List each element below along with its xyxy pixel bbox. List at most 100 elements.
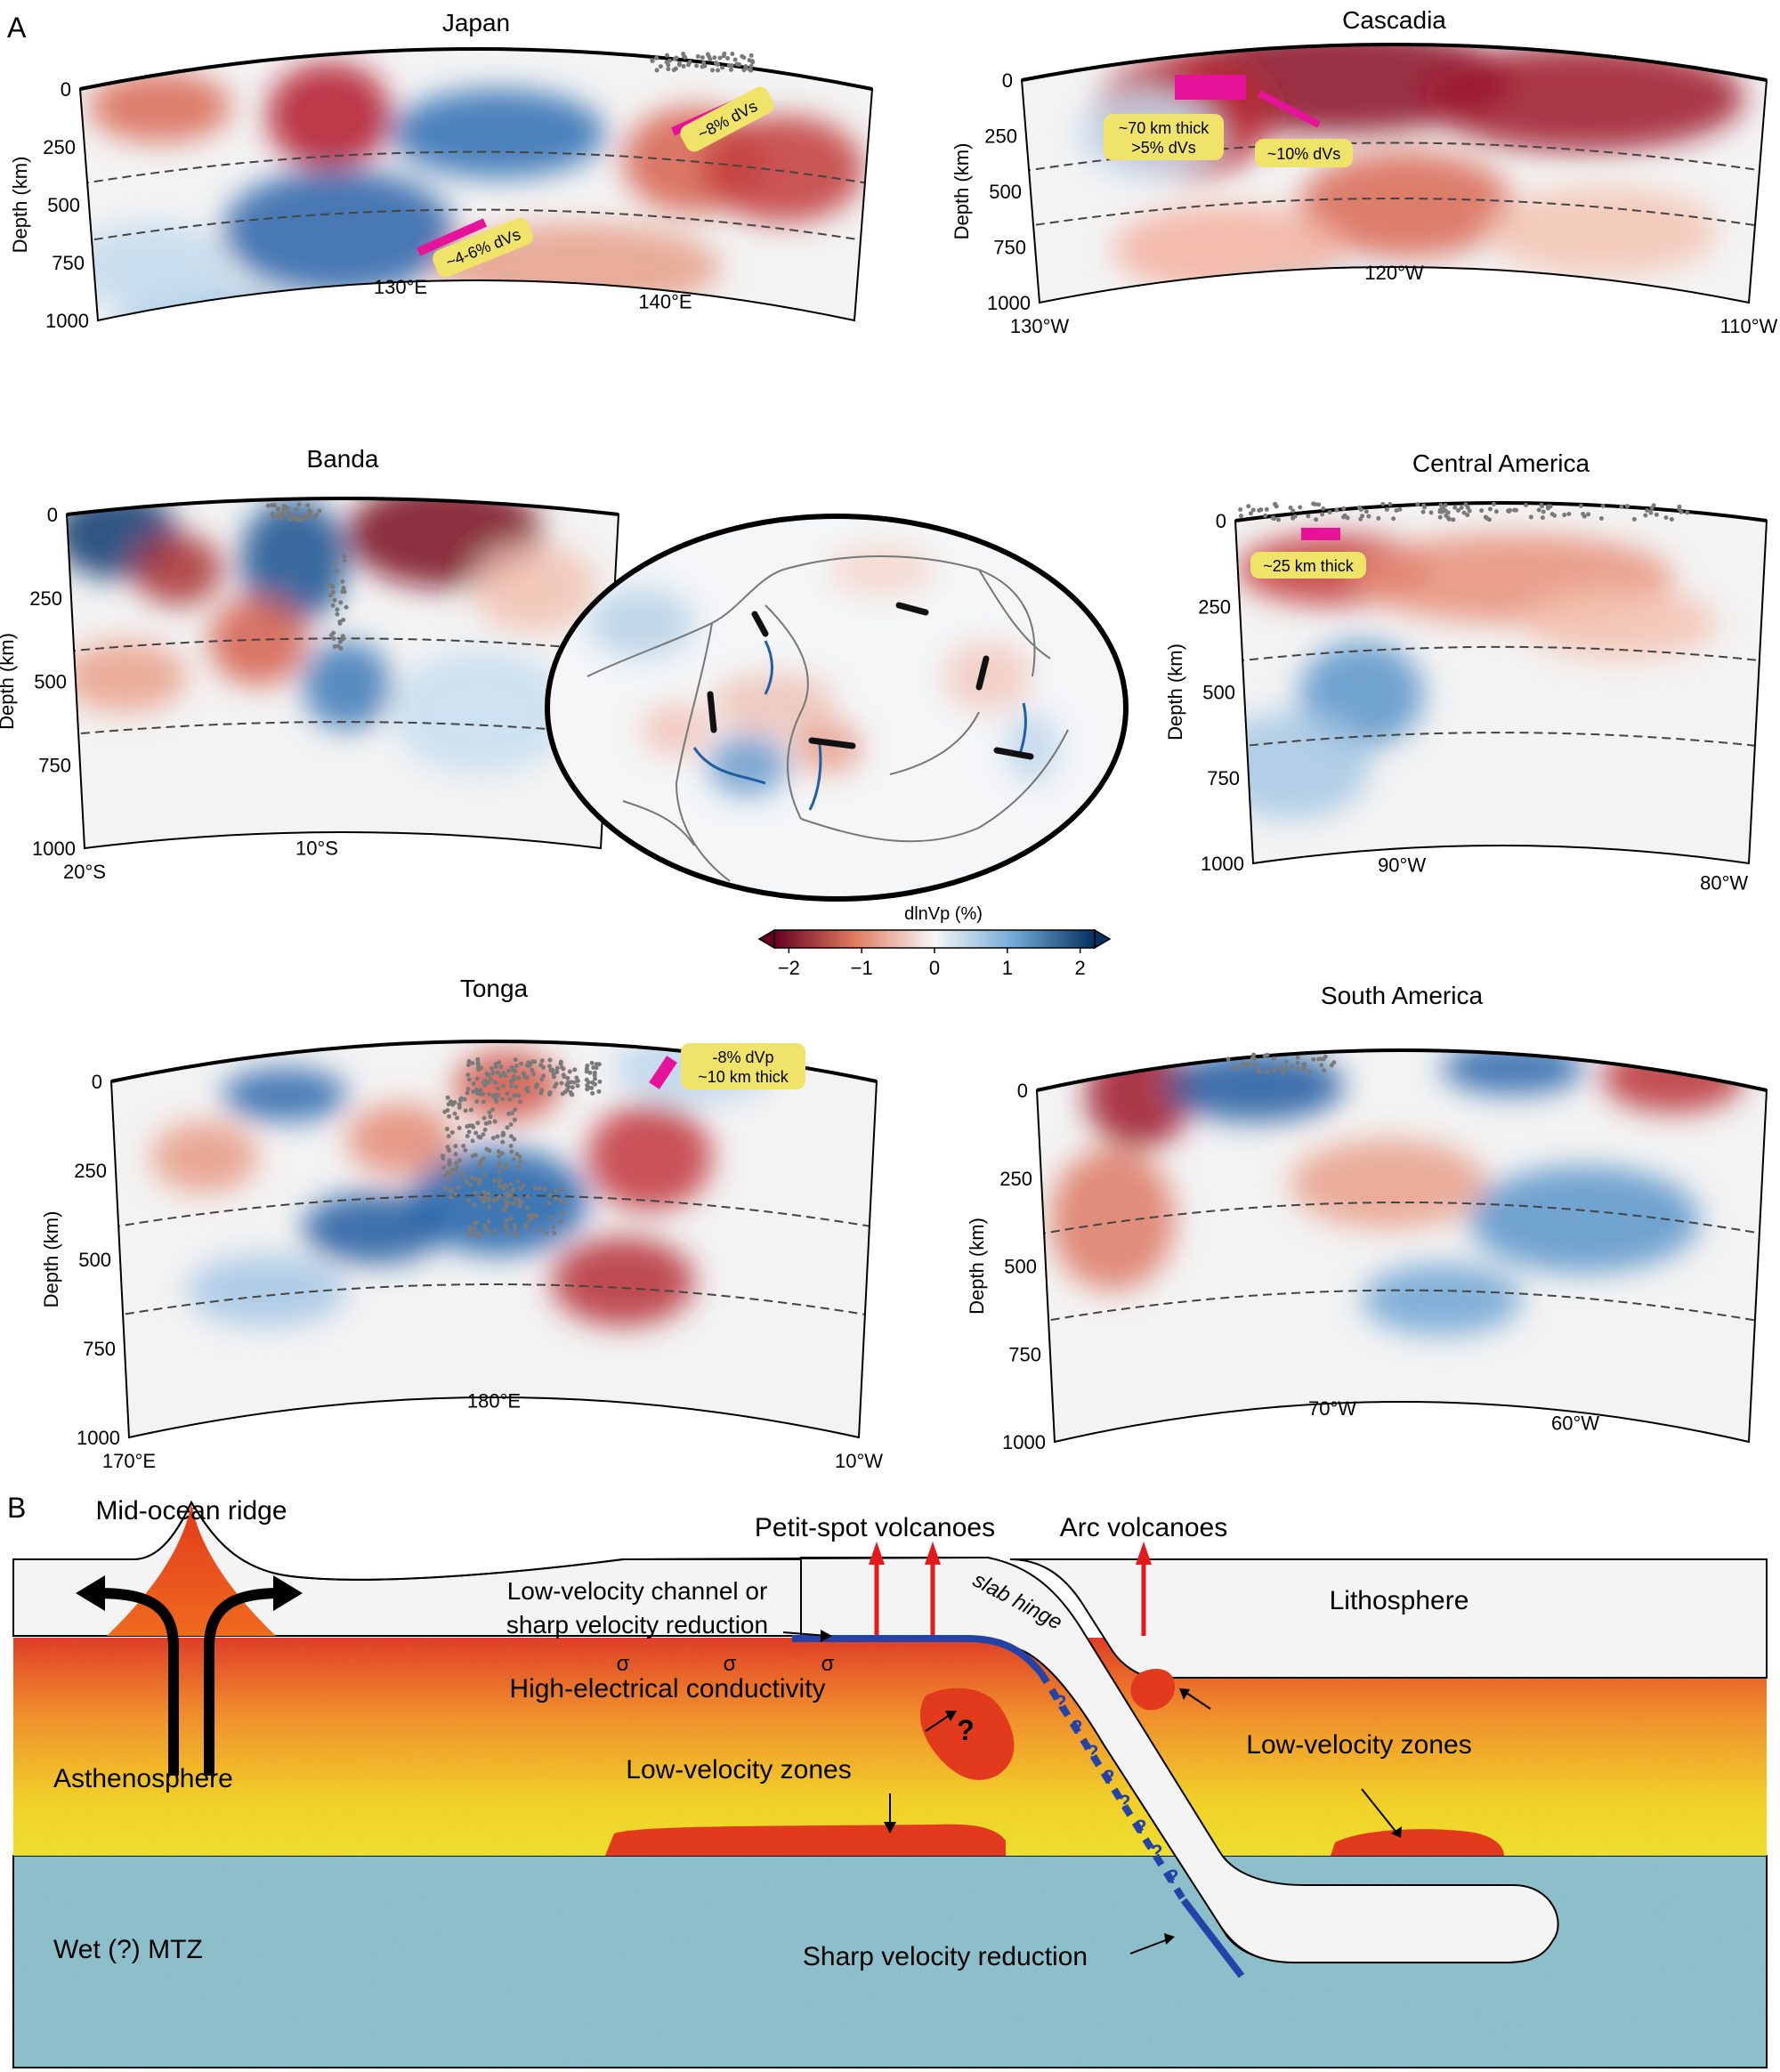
lvz-blob-hinge — [919, 1688, 1015, 1780]
depth-axis-label: Depth (km) — [9, 157, 31, 254]
svg-text:~10 km thick: ~10 km thick — [698, 1068, 789, 1086]
depth-axis-label: Depth (km) — [40, 1211, 62, 1308]
section-title: Banda — [307, 445, 379, 473]
earthquake-dots — [265, 51, 1690, 1239]
depth-tick: 250 — [29, 587, 62, 610]
lon-tick: 60°W — [1551, 1412, 1599, 1434]
section-banda: Banda 0 250 500 750 1000 Depth (km) 20°S 10°S — [0, 445, 620, 883]
annotation-cascadia-thick: ~70 km thick >5% dVs — [1104, 114, 1224, 160]
depth-tick: 250 — [43, 136, 76, 158]
label-mtz: Wet (?) MTZ — [53, 1935, 203, 1964]
label-mid-ocean-ridge: Mid-ocean ridge — [95, 1496, 287, 1526]
globe-map — [545, 514, 1129, 902]
panel-a-label: A — [7, 12, 27, 44]
colorbar-tick: −2 — [778, 957, 800, 979]
svg-text:~25 km thick: ~25 km thick — [1263, 557, 1355, 575]
depth-tick: 250 — [1198, 595, 1231, 618]
section-title: South America — [1321, 982, 1484, 1009]
svg-text:~10% dVs: ~10% dVs — [1267, 145, 1341, 163]
depth-tick: 500 — [1202, 682, 1235, 704]
label-conductivity: High-electrical conductivity — [509, 1674, 825, 1704]
depth-tick: 1000 — [32, 838, 76, 860]
sigma-3: σ — [821, 1652, 835, 1676]
slab-question-mark: ? — [1119, 1791, 1130, 1813]
colorbar-tick: −1 — [851, 957, 873, 979]
colorbar-tick: 1 — [1002, 957, 1013, 979]
section-cascadia: Cascadia 0 250 500 750 1000 Depth (km) 130°W 120… — [951, 6, 1778, 337]
label-lvz-left: Low-velocity zones — [626, 1755, 851, 1785]
slab-interface-dashed — [1038, 1671, 1187, 1903]
lvz-blob-right — [1331, 1829, 1504, 1856]
depth-tick: 750 — [38, 754, 71, 776]
section-central-america: Central America 0 250 500 750 1000 Depth (km) 9… — [1164, 449, 1768, 894]
lon-tick: 10°W — [835, 1450, 883, 1472]
svg-text:-8% dVp: -8% dVp — [712, 1048, 773, 1066]
colorbar: dlnVp (%) −2 −1 0 1 2 — [757, 904, 1112, 979]
depth-axis-label: Depth (km) — [0, 633, 18, 730]
annotation-central-america: ~25 km thick — [1250, 552, 1366, 579]
lon-tick: 180°E — [467, 1390, 521, 1412]
depth-tick: 500 — [34, 671, 67, 693]
label-petit-spot: Petit-spot volcanoes — [755, 1513, 995, 1542]
overriding-lithosphere — [1009, 1558, 1768, 1679]
depth-tick: 750 — [1008, 1343, 1041, 1365]
depth-axis-label: Depth (km) — [951, 143, 973, 240]
depth-tick: 0 — [61, 78, 71, 101]
schematic: B ???????? — [7, 1492, 1768, 2068]
slab-question-mark: ? — [1087, 1741, 1098, 1763]
depth-tick: 1000 — [1201, 853, 1244, 875]
depth-tick: 1000 — [1002, 1431, 1046, 1453]
depth-tick: 0 — [47, 504, 58, 526]
depth-tick: 500 — [1004, 1256, 1037, 1278]
slab-question-mark: ? — [1135, 1816, 1146, 1838]
sigma-1: σ — [617, 1652, 630, 1676]
lon-tick: 120°W — [1364, 262, 1424, 284]
section-south-america: South America 0 250 500 750 1000 Depth (km) 70°… — [966, 982, 1768, 1453]
label-lvc-line2: sharp velocity reduction — [506, 1611, 768, 1639]
depth-tick: 500 — [47, 194, 80, 216]
depth-tick: 0 — [1216, 510, 1226, 532]
colorbar-tick: 0 — [929, 957, 940, 979]
lon-tick: 10°S — [295, 837, 338, 859]
slab-question-mark: ? — [1071, 1716, 1082, 1738]
svg-text:>5% dVs: >5% dVs — [1131, 139, 1196, 157]
section-title: Tonga — [460, 975, 529, 1002]
lon-tick: 80°W — [1700, 871, 1748, 894]
section-title: Cascadia — [1342, 6, 1446, 34]
depth-tick: 1000 — [45, 310, 89, 332]
depth-tick: 0 — [92, 1071, 102, 1093]
sigma-2: σ — [724, 1652, 737, 1676]
depth-tick: 250 — [999, 1168, 1032, 1190]
depth-tick: 1000 — [987, 292, 1031, 314]
volcano-arrows — [874, 1562, 1146, 1636]
slab-question-mark: ? — [1055, 1691, 1066, 1713]
annotation-tonga: -8% dVp ~10 km thick — [681, 1043, 805, 1089]
lon-tick: 130°W — [1010, 315, 1070, 337]
label-question-blob: ? — [957, 1714, 975, 1746]
label-lithosphere: Lithosphere — [1330, 1586, 1469, 1615]
label-lvc-line1: Low-velocity channel or — [507, 1577, 768, 1605]
label-sharp-reduction: Sharp velocity reduction — [803, 1942, 1088, 1971]
lvz-blob-arc — [1130, 1669, 1175, 1711]
slab-question-mark: ? — [1167, 1866, 1178, 1888]
depth-tick: 0 — [1002, 69, 1013, 92]
depth-tick: 750 — [993, 237, 1026, 259]
lon-tick: 70°W — [1308, 1397, 1356, 1420]
depth-tick: 750 — [52, 252, 85, 274]
label-arc-volcanoes: Arc volcanoes — [1060, 1513, 1227, 1542]
low-velocity-channel — [792, 1635, 1045, 1676]
lon-tick: 130°E — [374, 276, 427, 298]
lon-tick: 90°W — [1378, 854, 1426, 877]
depth-tick: 250 — [984, 125, 1017, 148]
depth-tick: 0 — [1017, 1080, 1028, 1102]
label-lvz-right: Low-velocity zones — [1246, 1730, 1471, 1760]
lon-tick: 140°E — [638, 290, 692, 312]
section-title: Central America — [1412, 449, 1590, 477]
colorbar-label: dlnVp (%) — [904, 904, 983, 924]
annotation-cascadia-dvs: ~10% dVs — [1255, 139, 1353, 167]
sharp-reduction-line — [1180, 1898, 1245, 1979]
lon-tick: 110°W — [1720, 315, 1778, 337]
section-title: Japan — [442, 9, 510, 36]
slab-question-mark: ? — [1103, 1766, 1114, 1788]
depth-tick: 750 — [1207, 767, 1240, 789]
